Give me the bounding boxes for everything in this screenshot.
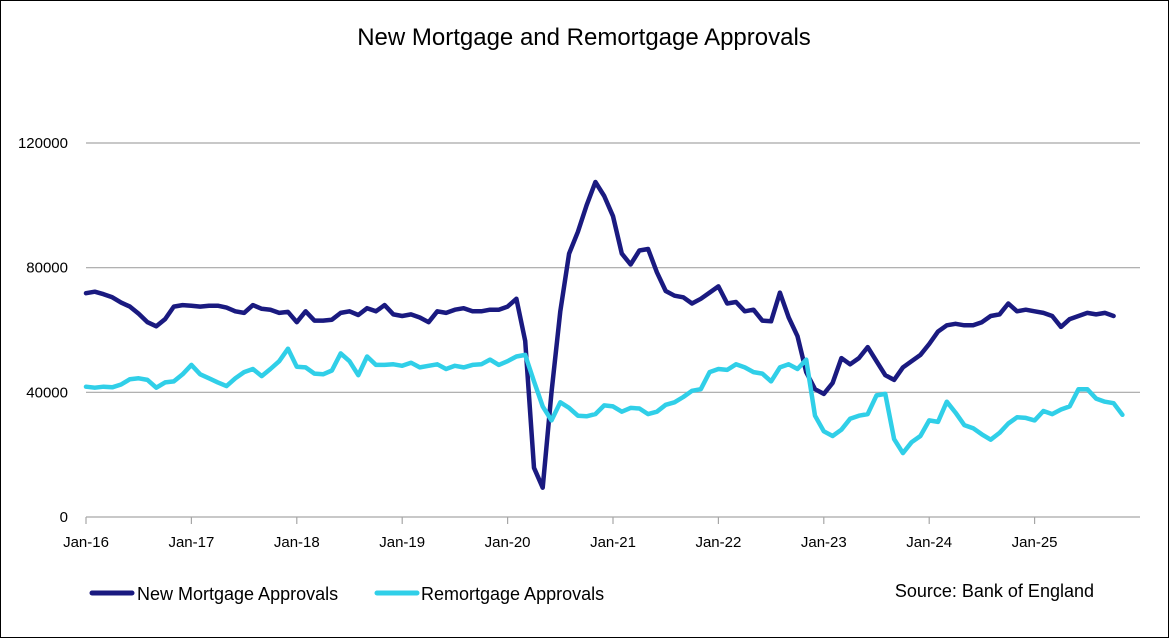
y-tick-labels: 0 40000 80000 120000 — [18, 135, 68, 526]
y-tick-label: 120000 — [18, 135, 68, 152]
legend: New Mortgage Approvals Remortgage Approv… — [89, 584, 604, 604]
x-tick-label: Jan-24 — [906, 534, 952, 551]
x-tick-label: Jan-18 — [274, 534, 320, 551]
gridlines — [86, 142, 1140, 393]
legend-label-remortgage: Remortgage Approvals — [421, 584, 604, 604]
y-tick-label: 80000 — [26, 260, 68, 277]
x-tick-label: Jan-17 — [168, 534, 214, 551]
x-tick-label: Jan-23 — [801, 534, 847, 551]
x-tick-label: Jan-19 — [379, 534, 425, 551]
legend-item-new-mortgage: New Mortgage Approvals — [89, 584, 338, 604]
x-tick-label: Jan-21 — [590, 534, 636, 551]
x-tick-label: Jan-22 — [695, 534, 741, 551]
x-axis — [85, 516, 1140, 524]
source-note: Source: Bank of England — [895, 581, 1094, 601]
series-lines — [83, 179, 1125, 490]
y-tick-label: 0 — [60, 509, 68, 526]
legend-item-remortgage: Remortgage Approvals — [374, 584, 604, 604]
series-line-new-mortgage — [83, 179, 1116, 490]
x-tick-label: Jan-25 — [1012, 534, 1058, 551]
x-tick-label: Jan-16 — [63, 534, 109, 551]
x-tick-label: Jan-20 — [485, 534, 531, 551]
legend-label-new-mortgage: New Mortgage Approvals — [137, 584, 338, 604]
y-tick-label: 40000 — [26, 384, 68, 401]
x-tick-labels: Jan-16 Jan-17 Jan-18 Jan-19 Jan-20 Jan-21 Jan-… — [63, 534, 1057, 551]
chart-title: New Mortgage and Remortgage Approvals — [357, 24, 811, 51]
series-line-remortgage — [83, 346, 1125, 456]
